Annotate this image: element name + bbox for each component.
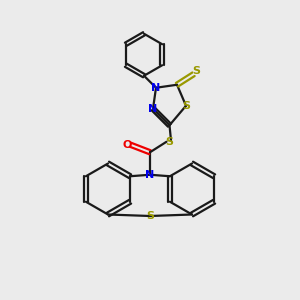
Text: O: O [123,140,132,150]
Text: N: N [148,104,158,114]
Text: S: S [193,66,200,76]
Text: S: S [182,101,190,111]
Text: S: S [146,211,154,221]
Text: N: N [152,83,160,93]
Text: S: S [166,137,173,147]
Text: N: N [146,170,154,180]
